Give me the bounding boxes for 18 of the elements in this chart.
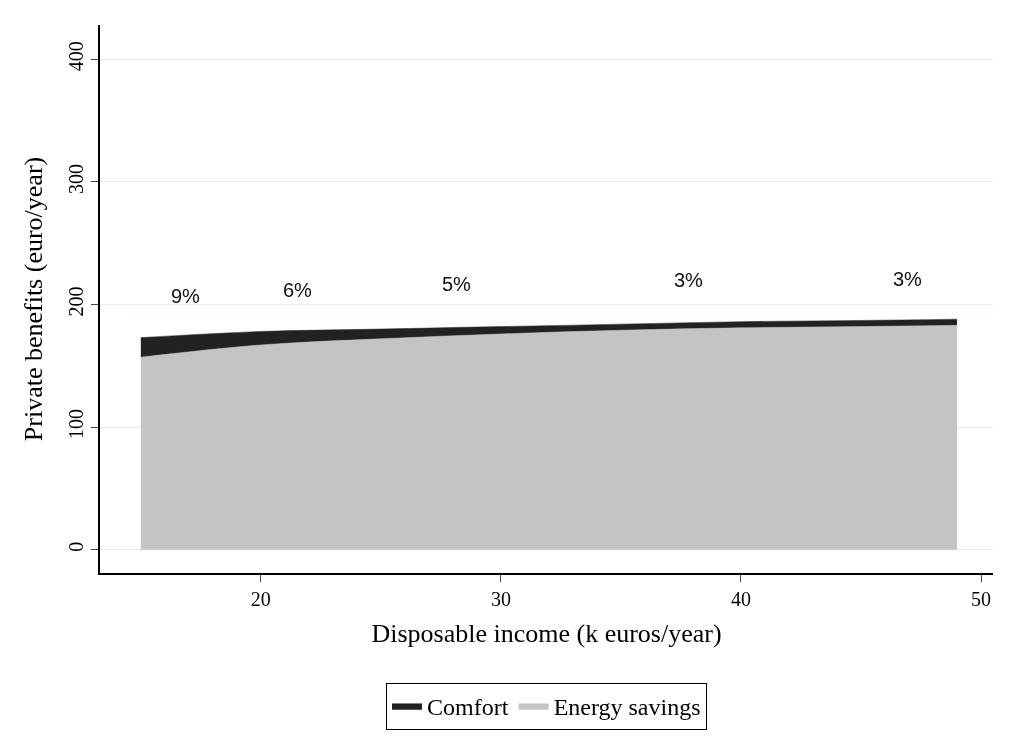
annotation: 9% [171, 285, 201, 307]
annotation: 3% [674, 269, 704, 291]
y-tick-label: 300 [65, 163, 88, 194]
legend-label: Comfort [427, 694, 509, 721]
legend-label: Energy savings [553, 694, 701, 721]
x-tick-label: 50 [971, 587, 991, 610]
x-tick-label: 20 [250, 587, 271, 610]
annotation: 5% [442, 273, 472, 295]
x-axis-title: Disposable income (k euros/year) [371, 618, 722, 648]
annotation: 6% [283, 279, 313, 301]
y-tick-label: 200 [65, 286, 88, 317]
y-tick-label: 100 [65, 409, 88, 440]
x-tick-label: 40 [730, 587, 751, 610]
y-axis-title: Private benefits (euro/year) [19, 156, 49, 442]
annotation: 3% [893, 268, 923, 290]
y-tick-label: 0 [65, 541, 88, 552]
y-tick-label: 400 [65, 41, 88, 72]
x-tick-label: 30 [490, 587, 511, 610]
